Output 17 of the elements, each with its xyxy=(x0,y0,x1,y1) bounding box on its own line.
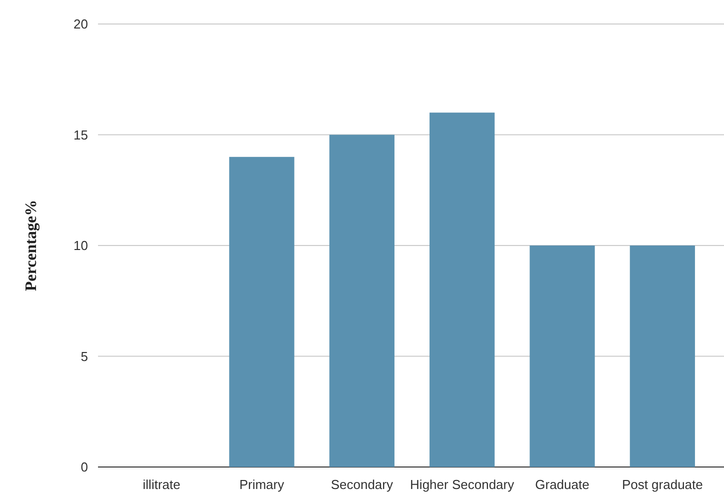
x-tick-label: Secondary xyxy=(330,477,394,492)
bar xyxy=(329,134,394,467)
y-tick-label: 10 xyxy=(74,238,88,254)
x-tick-label: Primary xyxy=(239,477,285,492)
bar xyxy=(530,246,595,467)
x-tick-label: Graduate xyxy=(535,477,590,492)
y-tick-label: 15 xyxy=(74,127,88,142)
bar xyxy=(430,112,495,467)
bar xyxy=(630,246,695,467)
x-tick-label: illitrate xyxy=(142,477,180,492)
y-tick-label: 0 xyxy=(80,460,88,475)
y-axis-title: Percentage% xyxy=(23,200,40,292)
y-tick-label: 5 xyxy=(80,348,88,364)
bar xyxy=(229,156,294,467)
y-tick-label: 20 xyxy=(74,16,88,32)
x-tick-label: Higher Secondary xyxy=(410,477,515,492)
x-tick-label: Post graduate xyxy=(622,477,703,492)
